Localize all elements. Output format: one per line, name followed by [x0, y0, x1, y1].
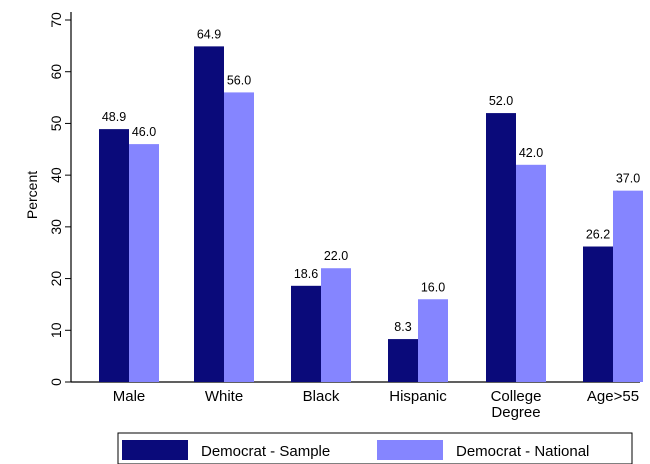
data-label-sample-0: 48.9 — [102, 110, 126, 124]
x-tick-label-1: White — [205, 388, 243, 405]
y-tick-label-20: 20 — [48, 271, 64, 287]
y-tick-label-40: 40 — [48, 167, 64, 183]
bar-sample-0 — [99, 129, 129, 382]
x-tick-label-3: Hispanic — [389, 388, 447, 405]
data-label-national-2: 22.0 — [324, 249, 348, 263]
bar-national-0 — [129, 144, 159, 382]
legend-swatch-national — [377, 440, 443, 460]
x-tick-label-line: Black — [303, 388, 340, 405]
bar-national-1 — [224, 92, 254, 383]
x-tick-label-4: College Degree — [491, 388, 542, 421]
y-tick-label-0: 0 — [48, 378, 64, 386]
bars — [99, 46, 643, 383]
x-tick-label-line: White — [205, 388, 243, 405]
x-tick-label-line: Hispanic — [389, 388, 447, 405]
bar-national-5 — [613, 190, 643, 382]
data-label-national-5: 37.0 — [616, 172, 640, 186]
bar-national-3 — [418, 299, 448, 382]
bar-sample-2 — [291, 285, 321, 382]
legend-label-national: Democrat - National — [456, 443, 589, 460]
legend-frame — [117, 432, 633, 464]
x-tick-label-5: Age>55 — [587, 388, 639, 405]
x-tick-label-line: Male — [113, 388, 146, 405]
x-tick-label-0: Male — [113, 388, 146, 405]
bar-sample-4 — [486, 113, 516, 382]
y-tick-label-30: 30 — [48, 219, 64, 235]
y-tick-label-70: 70 — [48, 12, 64, 28]
axes: 0 10 20 30 40 50 60 70 Male White Black Hispanic Col… — [48, 12, 640, 421]
data-label-national-3: 16.0 — [421, 280, 445, 294]
bar-sample-3 — [388, 339, 418, 382]
data-label-sample-3: 8.3 — [394, 320, 411, 334]
data-labels: 48.9 46.0 64.9 56.0 18.6 22.0 8.3 16.0 52.0 42.0 2… — [102, 27, 640, 334]
bar-national-4 — [516, 164, 546, 382]
data-label-sample-2: 18.6 — [294, 267, 318, 281]
x-tick-label-line: Age>55 — [587, 388, 639, 405]
y-axis-label: Percent — [24, 171, 40, 219]
bar-national-2 — [321, 268, 351, 382]
data-label-sample-5: 26.2 — [586, 228, 610, 242]
bar-sample-5 — [583, 246, 613, 382]
x-tick-label-2: Black — [303, 388, 340, 405]
x-tick-label-line: College — [491, 388, 542, 405]
y-tick-label-50: 50 — [48, 115, 64, 131]
data-label-national-0: 46.0 — [132, 125, 156, 139]
legend-label-sample: Democrat - Sample — [201, 443, 330, 460]
bar-sample-1 — [194, 46, 224, 382]
y-tick-label-60: 60 — [48, 64, 64, 80]
legend: Democrat - Sample Democrat - National — [117, 432, 633, 464]
x-tick-label-line: Degree — [491, 404, 540, 421]
legend-swatch-sample — [122, 440, 188, 460]
y-tick-label-10: 10 — [48, 322, 64, 338]
data-label-sample-1: 64.9 — [197, 27, 221, 41]
data-label-national-4: 42.0 — [519, 146, 543, 160]
data-label-national-1: 56.0 — [227, 73, 251, 87]
data-label-sample-4: 52.0 — [489, 94, 513, 108]
